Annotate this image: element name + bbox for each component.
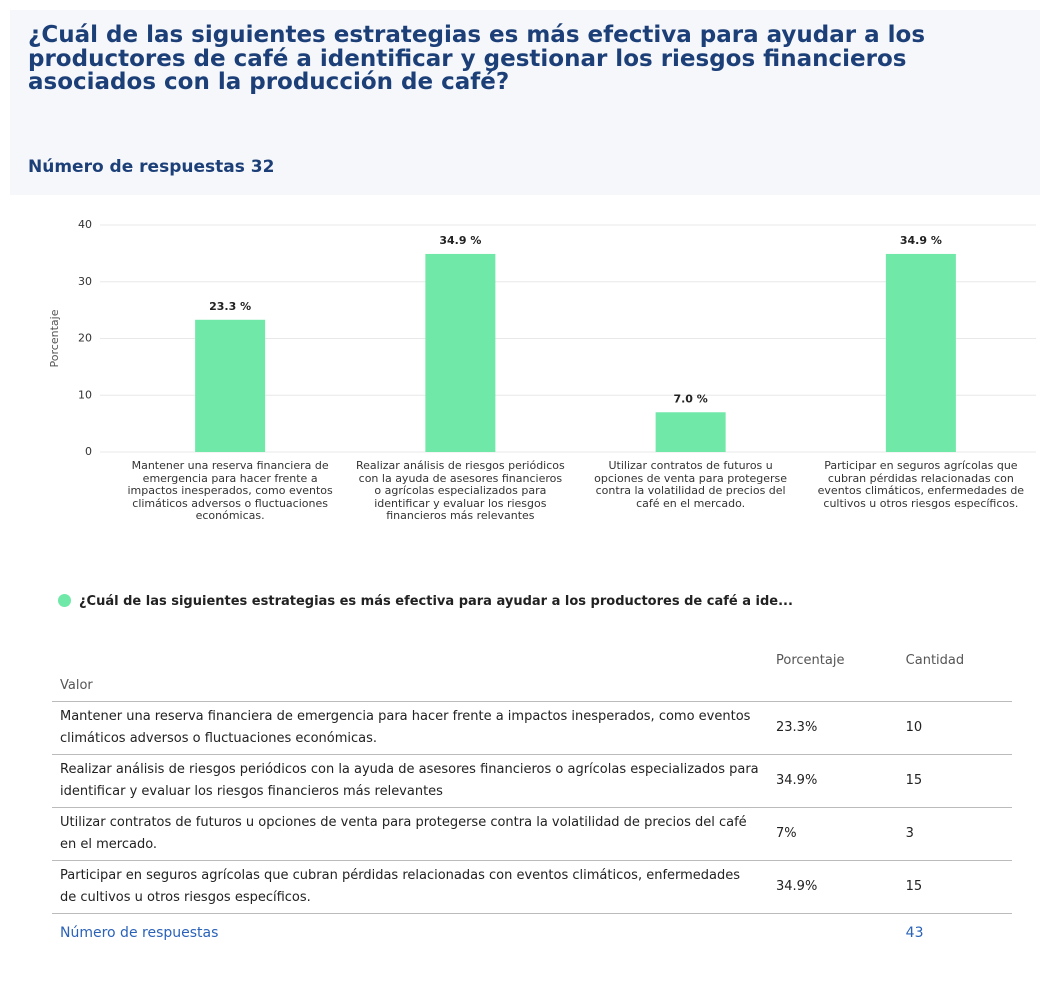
y-tick-label: 20 [78,332,92,345]
results-table: Valor Porcentaje Cantidad Mantener una r… [52,645,1012,948]
y-tick-label: 40 [78,218,92,231]
responses-count: Número de respuestas 32 [28,157,275,177]
table-cell: 3 [897,807,1012,861]
footer-empty [768,914,898,949]
table-footer: Número de respuestas 43 [52,914,1012,949]
value-label: 23.3 % [209,300,251,313]
x-tick-label: Mantener una reserva financiera de emerg… [127,459,333,522]
table-cell: 15 [897,860,1012,914]
question-title: ¿Cuál de las siguientes estrategias es m… [28,22,926,95]
bar [195,319,266,452]
table-row: Participar en seguros agrícolas que cubr… [52,860,1012,914]
y-tick-label: 30 [78,275,92,288]
bar [425,253,496,452]
table-cell: 7% [768,807,898,861]
legend-swatch [58,594,71,607]
table-row: Utilizar contratos de futuros u opciones… [52,807,1012,861]
table-cell: Mantener una reserva financiera de emerg… [52,701,768,755]
bar [885,253,956,452]
header-cell: Porcentaje [768,645,898,702]
table-cell: 34.9% [768,860,898,914]
header-cell: Cantidad [897,645,1012,702]
table-cell: Utilizar contratos de futuros u opciones… [52,807,768,861]
value-label: 34.9 % [439,234,481,247]
table-cell: 34.9% [768,754,898,808]
footer-value: 43 [905,925,924,941]
table-row: Realizar análisis de riesgos periódicos … [52,754,1012,808]
footer-label: Número de respuestas [60,925,219,941]
table-cell: Realizar análisis de riesgos periódicos … [52,754,768,808]
chart: 0 10 20 30 40 Porcentaje 23.3 % 34.9 % 7.0 % 34.9… [48,218,1036,458]
y-axis-label: Porcentaje [48,309,61,367]
bar [655,412,726,452]
header: ¿Cuál de las siguientes estrategias es m… [10,10,1040,195]
legend: ¿Cuál de las siguientes estrategias es m… [58,594,793,609]
x-tick-label: Realizar análisis de riesgos periódicos … [355,459,565,522]
table-row: Mantener una reserva financiera de emerg… [52,701,1012,755]
x-tick-label: Utilizar contratos de futuros u opciones… [594,459,788,510]
table-cell: 15 [897,754,1012,808]
value-label: 7.0 % [673,392,707,405]
x-tick-label: Participar en seguros agrícolas que cubr… [817,459,1025,510]
value-label: 34.9 % [900,234,942,247]
header-cell: Valor [52,645,768,702]
y-tick-label: 0 [85,445,92,458]
table-cell: Participar en seguros agrícolas que cubr… [52,860,768,914]
table-cell: 23.3% [768,701,898,755]
y-tick-label: 10 [78,388,92,401]
legend-label: ¿Cuál de las siguientes estrategias es m… [79,594,793,609]
table-cell: 10 [897,701,1012,755]
